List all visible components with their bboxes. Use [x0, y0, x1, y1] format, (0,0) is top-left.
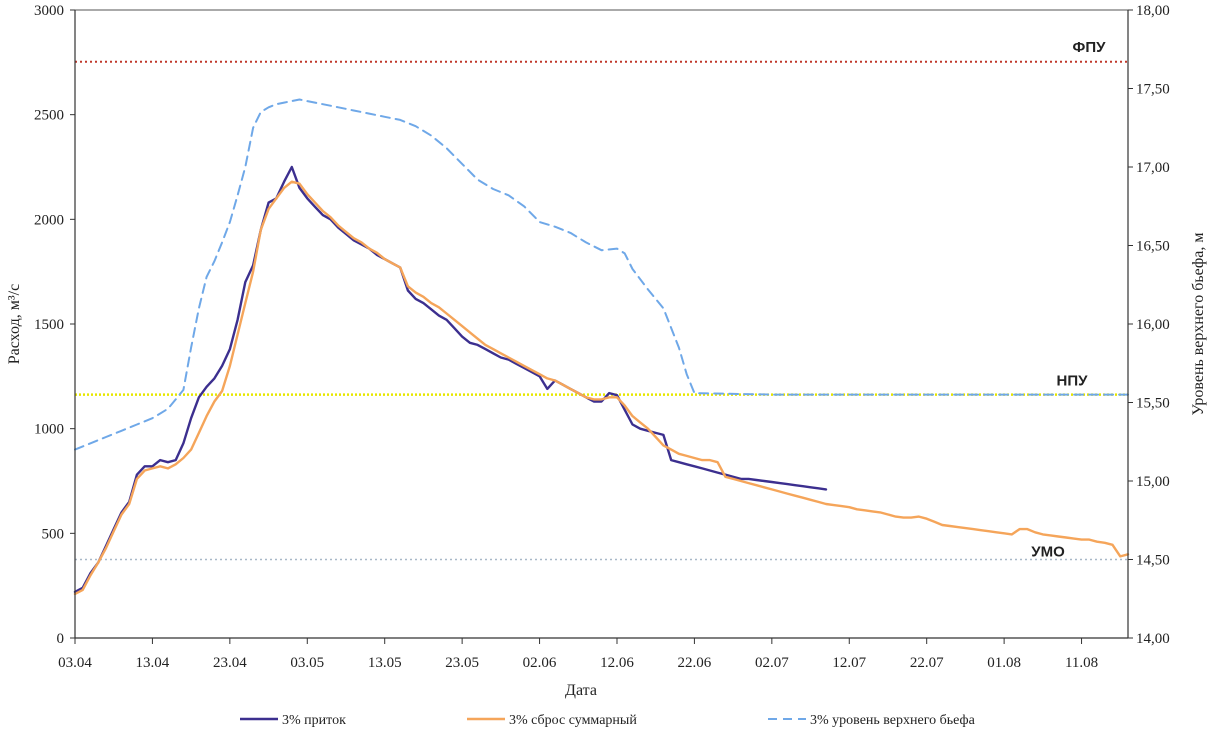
y2-tick-label: 18,00: [1136, 3, 1170, 19]
legend-label-discharge: 3% сброс суммарный: [509, 713, 637, 728]
umo-label: УМО: [1031, 544, 1065, 561]
x-tick-label: 13.04: [136, 655, 170, 671]
x-tick-label: 12.06: [600, 655, 634, 671]
series-line-inflow: [73, 165, 828, 594]
y2-tick-label: 16,00: [1136, 317, 1170, 333]
x-tick-label: 03.05: [290, 655, 324, 671]
y2-axis-title: Уровень верхнего бьефа, м: [1190, 232, 1207, 415]
x-tick-label: 01.08: [987, 655, 1021, 671]
x-tick-label: 23.04: [213, 655, 247, 671]
y2-tick-label: 15,50: [1136, 396, 1170, 412]
x-tick-label: 02.07: [755, 655, 789, 671]
x-tick-label: 22.06: [678, 655, 712, 671]
series-lines: [73, 98, 1130, 596]
y-tick-label: 1500: [34, 317, 64, 333]
series-line-level: [74, 98, 1129, 451]
x-tick-label: 02.06: [523, 655, 557, 671]
y-tick-label: 3000: [34, 3, 64, 19]
series-line-discharge: [73, 180, 1130, 596]
y2-tick-label: 14,00: [1136, 631, 1170, 647]
npu-label: НПУ: [1057, 373, 1089, 390]
y-tick-label: 1000: [34, 422, 64, 438]
y-tick-label: 500: [42, 526, 65, 542]
y-tick-label: 2500: [34, 108, 64, 124]
fpu-label: ФПУ: [1073, 39, 1107, 56]
legend-label-inflow: 3% приток: [282, 713, 346, 728]
x-tick-label: 22.07: [910, 655, 944, 671]
y-tick-label: 2000: [34, 212, 64, 228]
x-tick-label: 13.05: [368, 655, 402, 671]
x-tick-label: 12.07: [832, 655, 866, 671]
x-tick-label: 03.04: [58, 655, 92, 671]
x-axis-title: Дата: [565, 682, 597, 699]
legend-label-level: 3% уровень верхнего бьефа: [810, 713, 976, 728]
y-axis-title: Расход, м³/с: [6, 284, 23, 364]
y-tick-label: 0: [57, 631, 65, 647]
x-tick-label: 23.05: [445, 655, 479, 671]
y2-tick-label: 14,50: [1136, 553, 1170, 569]
y2-tick-label: 17,50: [1136, 82, 1170, 98]
x-tick-label: 11.08: [1065, 655, 1098, 671]
y2-tick-label: 16,50: [1136, 239, 1170, 255]
reference-lines: ФПУ НПУ УМО: [75, 39, 1128, 561]
axes: 0 500 1000 1500 2000 2500 3000 14,00 14,50 15,00 1…: [34, 3, 1170, 671]
y2-tick-label: 17,00: [1136, 160, 1170, 176]
y2-tick-label: 15,00: [1136, 474, 1170, 490]
legend: 3% приток 3% сброс суммарный 3% уровень …: [240, 713, 976, 728]
